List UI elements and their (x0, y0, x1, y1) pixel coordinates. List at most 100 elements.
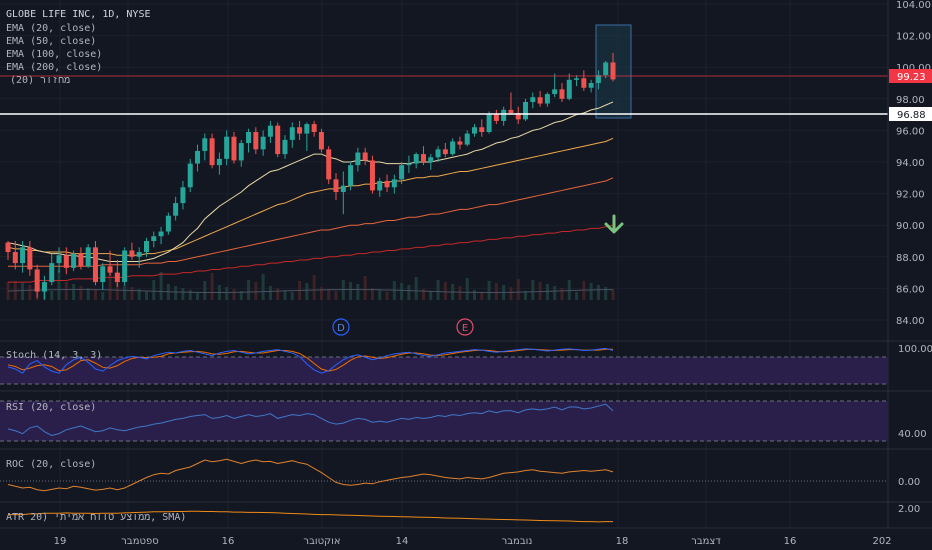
time-axis-label: 19 (54, 536, 67, 547)
ema100-line (8, 177, 614, 267)
candle-up (20, 247, 26, 264)
candle-up (224, 136, 230, 159)
ema20-line (7, 101, 614, 263)
candle-down (457, 141, 463, 145)
legend-ema200[interactable]: EMA (200, close) (6, 62, 102, 73)
volume-bar (144, 291, 148, 300)
candle-up (530, 97, 536, 102)
stoch-title[interactable]: Stoch (14, 3, 3) (6, 350, 102, 361)
volume-bar (538, 282, 542, 300)
current-price-label: 99.23 (897, 72, 926, 83)
volume-bar (589, 283, 593, 300)
atr-title[interactable]: ATR 20) ממוצע טווח אמיתי, SMA) (6, 512, 186, 523)
candle-up (238, 143, 244, 161)
legend-volume[interactable]: מחזור (20) (10, 75, 70, 86)
legend-ema20[interactable]: EMA (20, close) (6, 23, 96, 34)
price-tick-label: 86.00 (896, 284, 925, 295)
volume-bar (247, 280, 251, 300)
candle-down (27, 247, 33, 270)
time-axis-label: 16 (222, 536, 235, 547)
volume-bar (21, 283, 25, 300)
stoch-band (0, 357, 888, 384)
candle-up (501, 109, 507, 121)
volume-bar (137, 289, 141, 300)
event-marker-dividend[interactable]: D (332, 318, 350, 336)
price-tick-label: 90.00 (896, 221, 925, 232)
rsi-title[interactable]: RSI (20, close) (6, 402, 96, 413)
candle-up (464, 133, 470, 145)
volume-bar (123, 285, 127, 300)
volume-bars (6, 270, 615, 300)
ema-lines (7, 101, 614, 283)
candle-up (56, 255, 62, 264)
candle-up (413, 154, 419, 164)
candle-up (595, 75, 601, 83)
candle-up (151, 236, 157, 241)
candle-up (195, 150, 201, 164)
event-marker-earnings[interactable]: E (456, 318, 474, 336)
candle-down (129, 250, 135, 257)
candle-down (537, 97, 543, 104)
candle-down (209, 138, 215, 166)
atr-series-line (8, 510, 613, 523)
support-level-tag[interactable]: 96.88 (889, 107, 932, 121)
candle-up (71, 253, 77, 268)
time-axis[interactable]: 19 ספטמבר 16 אוקטובר 14 נובמבר 18 דצמבר 16 202 (54, 536, 892, 547)
candle-down (5, 242, 11, 253)
volume-bar (516, 279, 520, 300)
roc-line (7, 458, 614, 492)
volume-bar (57, 270, 61, 300)
volume-bar (473, 290, 477, 300)
time-axis-label: 14 (396, 536, 409, 547)
roc-title[interactable]: ROC (20, close) (6, 459, 96, 470)
candle-down (78, 253, 84, 267)
legend-ema50[interactable]: EMA (50, close) (6, 36, 96, 47)
volume-bar (108, 271, 112, 300)
candle-down (107, 266, 113, 273)
candle-up (544, 94, 550, 104)
price-axis[interactable]: 104.00 102.00 100.00 98.00 96.00 94.00 92.00 90… (896, 0, 931, 327)
legend-ema100[interactable]: EMA (100, close) (6, 49, 102, 60)
volume-bar (188, 290, 192, 300)
candle-up (100, 266, 106, 283)
volume-bar (50, 291, 54, 300)
candle-down (114, 272, 120, 283)
volume-bar (509, 287, 513, 300)
time-axis-label: אוקטובר (303, 536, 340, 547)
volume-bar (196, 292, 200, 300)
time-axis-label: ספטמבר (121, 536, 158, 547)
candle-down (515, 113, 521, 120)
candle-down (253, 131, 259, 150)
volume-bar (494, 283, 498, 300)
volume-bar (567, 280, 571, 300)
candle-down (63, 255, 69, 268)
legend: GLOBE LIFE INC, 1D, NYSE EMA (20, close)… (6, 9, 151, 86)
current-price-tag[interactable]: 99.23 (889, 69, 932, 83)
volume-bar (312, 275, 316, 300)
rsi-axis-tick: 40.00 (898, 429, 927, 440)
rsi-line (7, 403, 614, 437)
candle-down (326, 149, 332, 180)
volume-bar (261, 274, 265, 300)
event-marker-earnings-label: E (462, 323, 468, 334)
candle-up (391, 179, 397, 188)
candle-up (246, 131, 252, 144)
price-tick-label: 104.00 (896, 0, 931, 11)
symbol-title[interactable]: GLOBE LIFE INC, 1D, NYSE (6, 9, 151, 20)
candle-down (559, 89, 565, 99)
roc-series-line (7, 458, 614, 492)
candle-up (450, 141, 456, 155)
candle-up (187, 163, 193, 188)
volume-bar (553, 286, 557, 300)
candle-up (289, 127, 295, 140)
candle-up (348, 165, 354, 186)
candle-down (610, 62, 616, 80)
time-axis-label: 16 (784, 536, 797, 547)
volume-bar (545, 284, 549, 300)
candle-up (304, 124, 310, 134)
volume-bar (86, 288, 90, 300)
candle-up (399, 165, 405, 180)
candle-down (508, 109, 514, 114)
candle-down (333, 179, 339, 193)
